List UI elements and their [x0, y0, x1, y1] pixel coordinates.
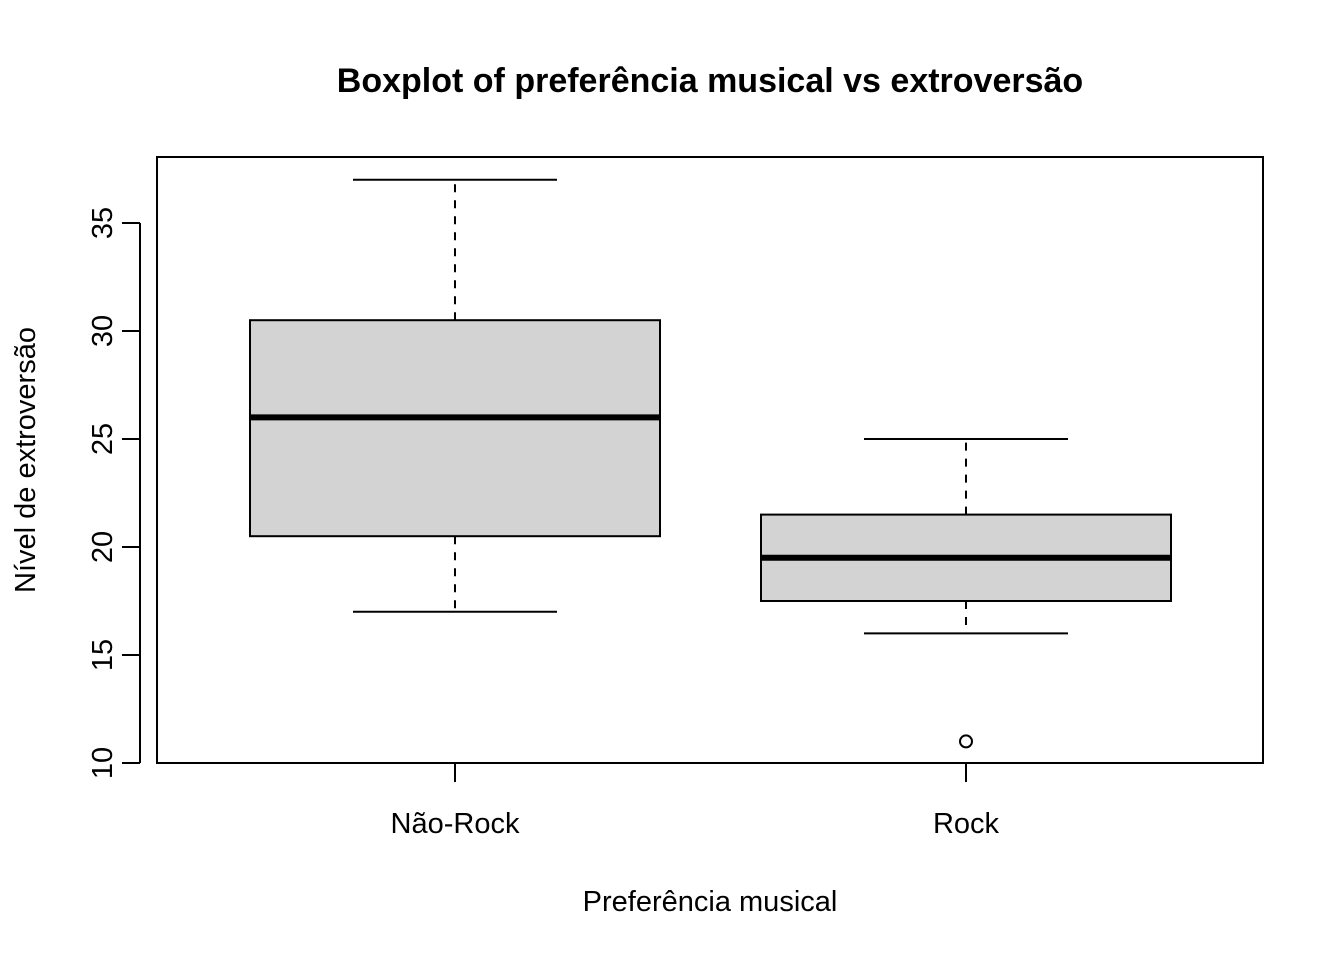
x-axis: Não-Rock Rock [391, 763, 1000, 840]
chart-title: Boxplot of preferência musical vs extrov… [337, 62, 1083, 100]
y-axis-label: Nível de extroversão [10, 327, 42, 593]
y-tick-label-30: 30 [87, 315, 119, 347]
boxes-layer [249, 178, 1172, 749]
outlier-point-1-0 [959, 734, 973, 749]
plot-frame [156, 156, 1264, 764]
y-tick-label-25: 25 [87, 423, 119, 455]
x-axis-label: Preferência musical [583, 886, 838, 918]
y-tick-label-10: 10 [87, 747, 119, 779]
x-tick-label-0: Não-Rock [391, 808, 520, 840]
y-tick-label-35: 35 [87, 207, 119, 239]
y-tick-label-15: 15 [87, 639, 119, 671]
y-axis: 10 15 20 25 30 35 [87, 207, 141, 779]
y-tick-label-20: 20 [87, 531, 119, 563]
box-0 [249, 319, 661, 538]
x-tick-label-1: Rock [933, 808, 1000, 840]
